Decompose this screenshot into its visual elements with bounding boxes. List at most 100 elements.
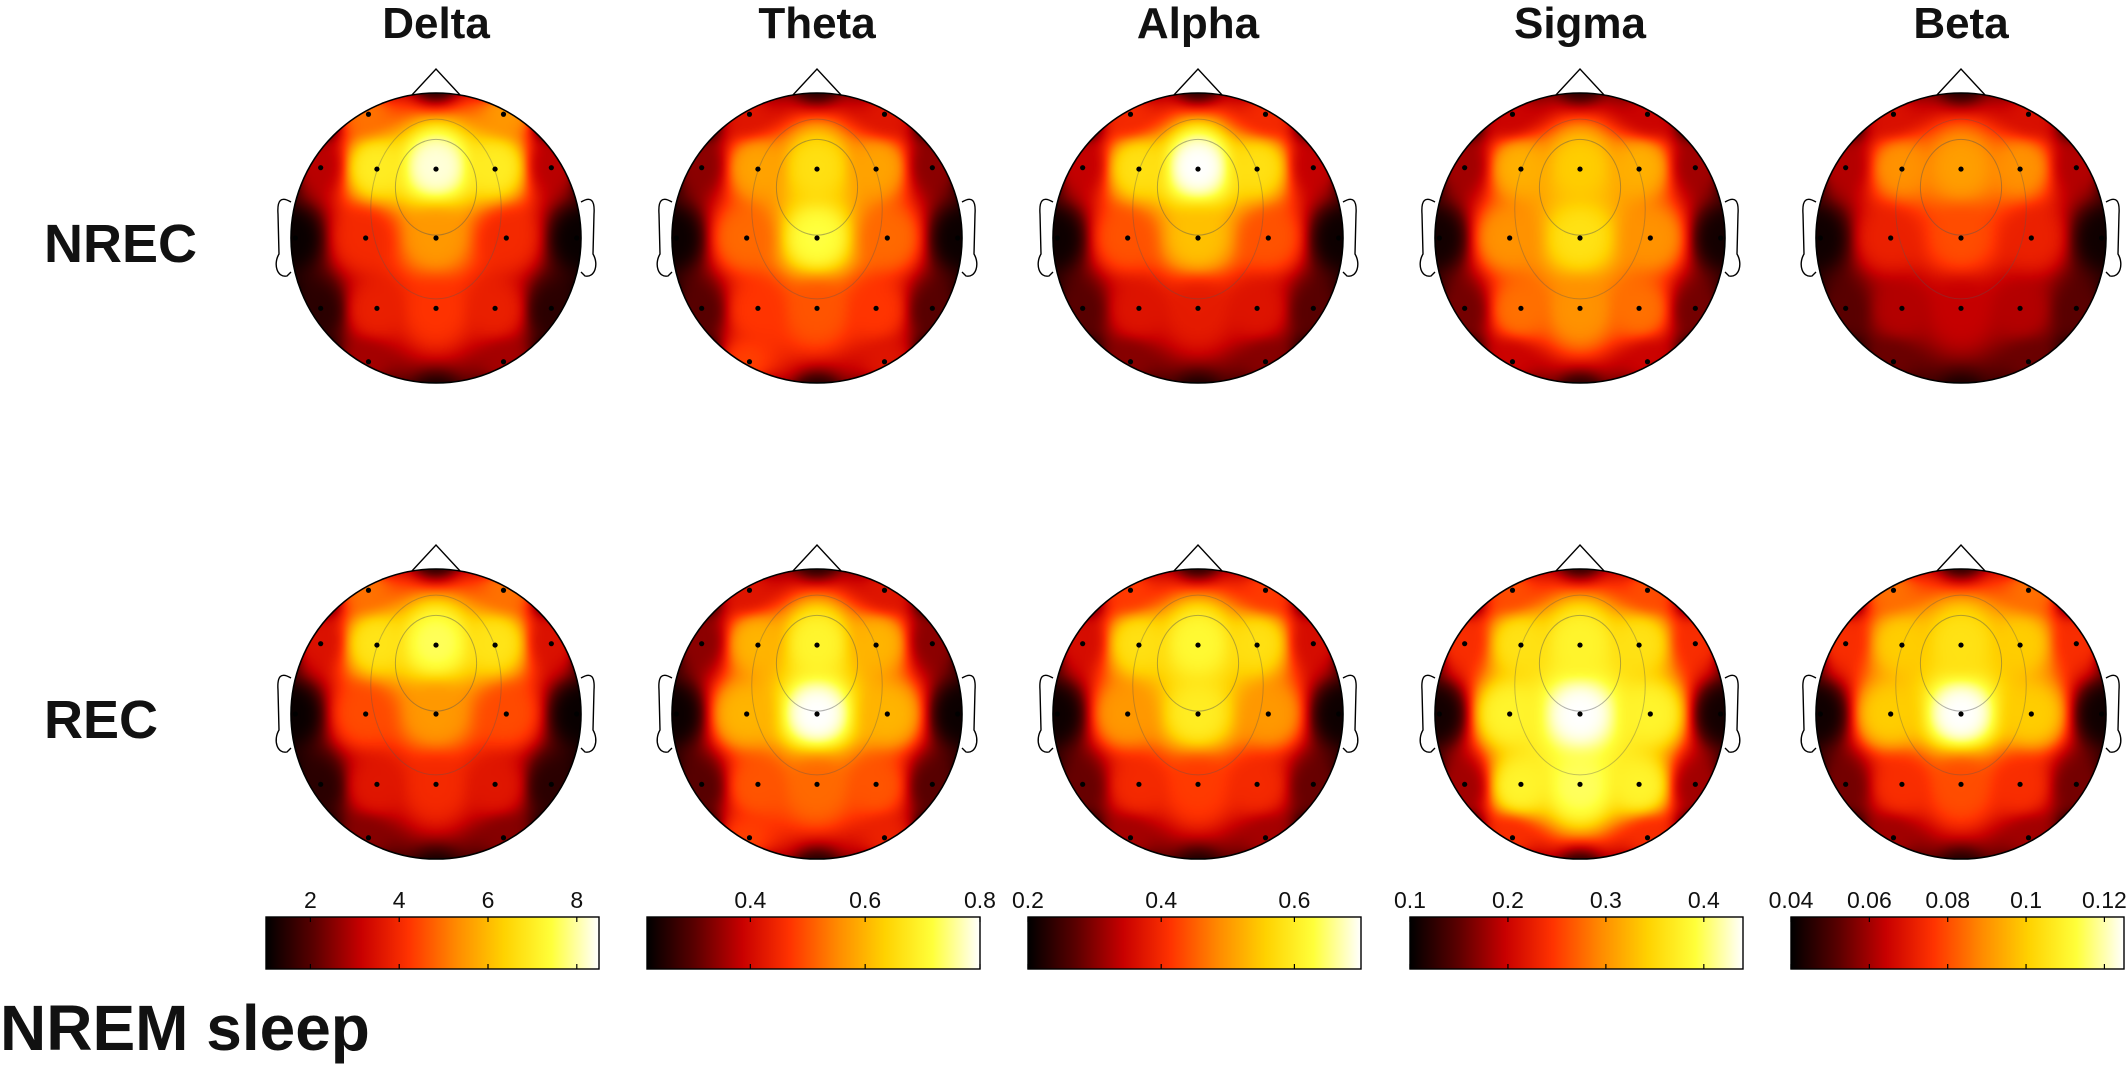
electrode-dot [744, 235, 750, 241]
electrode-dot [746, 111, 753, 117]
electrode-dot [1899, 166, 1905, 172]
column-title-delta: Delta [382, 0, 490, 48]
colorbar-tick-label: 4 [393, 887, 406, 913]
contour-line [394, 614, 478, 712]
electrode-dot [1644, 111, 1651, 117]
electrode-dot [929, 165, 935, 171]
contour-line [1919, 138, 2003, 236]
electrode-dot [1195, 781, 1201, 787]
electrode-dot [1958, 305, 1964, 311]
electrode-dot [1509, 111, 1516, 117]
electrode-dot [292, 711, 298, 717]
electrode-dot [1692, 165, 1698, 171]
colorbar-tick-label: 0.8 [964, 887, 996, 913]
electrode-dot [492, 305, 498, 311]
electrode-dot [1958, 642, 1964, 648]
electrode-dot [1195, 235, 1201, 241]
electrode-dot [363, 711, 369, 717]
colorbar-tick-label: 0.06 [1847, 887, 1892, 913]
electrode-dot [673, 235, 679, 241]
topo-map-nrec-theta [656, 67, 978, 384]
electrode-dot [374, 642, 380, 648]
electrode-dot [1890, 359, 1897, 365]
left-ear-outline [656, 674, 673, 753]
electrode-dot [1310, 305, 1316, 311]
electrode-dot [755, 781, 761, 787]
electrode-dot [1647, 711, 1653, 717]
colorbar-gradient [1790, 916, 2125, 970]
electrode-dot [374, 166, 380, 172]
right-ear-outline [580, 198, 597, 277]
electrode-dot [1518, 305, 1524, 311]
electrode-dot [929, 641, 935, 647]
right-ear-outline [2105, 198, 2122, 277]
column-titles: Delta Theta Alpha Sigma Beta [382, 0, 2009, 48]
electrode-dot [2025, 111, 2032, 117]
electrode-dot [2073, 165, 2079, 171]
electrode-dot [755, 166, 761, 172]
electrode-dot [1843, 165, 1849, 171]
contour-line [370, 594, 502, 776]
electrode-dot [873, 642, 879, 648]
electrode-dot [1254, 781, 1260, 787]
electrode-dot [1692, 641, 1698, 647]
electrode-dot [2073, 305, 2079, 311]
row-label-nrec: NREC [44, 214, 197, 274]
left-ear-outline [275, 674, 292, 753]
electrode-dot [1958, 711, 1964, 717]
electrode-dot [1262, 111, 1269, 117]
topo-map-nrec-sigma [1419, 67, 1741, 384]
electrode-dot [1265, 235, 1271, 241]
right-ear-outline [2105, 674, 2122, 753]
left-ear-outline [656, 198, 673, 277]
electrode-dot [548, 781, 554, 787]
electrode-dot [2099, 711, 2105, 717]
electrode-dot [1577, 166, 1583, 172]
electrode-dot [1644, 359, 1651, 365]
electrode-dot [433, 305, 439, 311]
electrode-dot [2025, 835, 2032, 841]
colorbar-tick-label: 0.12 [2082, 887, 2127, 913]
electrode-dot [365, 835, 372, 841]
electrode-dot [318, 781, 324, 787]
electrode-dot [2099, 235, 2105, 241]
electrode-dot [363, 235, 369, 241]
electrode-dot [503, 235, 509, 241]
nose-outline [1554, 543, 1606, 573]
electrode-dot [1577, 305, 1583, 311]
electrode-dot [548, 641, 554, 647]
electrode-dot [365, 111, 372, 117]
contour-line [370, 118, 502, 300]
electrode-dot [1509, 359, 1516, 365]
electrode-dot [1890, 835, 1897, 841]
electrode-dot [2017, 642, 2023, 648]
colorbar-tick-label: 0.6 [1278, 887, 1310, 913]
electrode-dot [1080, 305, 1086, 311]
electrode-dot [1136, 642, 1142, 648]
electrode-dot [1462, 641, 1468, 647]
electrode-dot [548, 305, 554, 311]
head-outline [290, 568, 582, 860]
electrode-dot [881, 835, 888, 841]
electrode-dot [1507, 235, 1513, 241]
nose-outline [1554, 67, 1606, 97]
colorbar-gradient [1409, 916, 1744, 970]
topo-map-nrec-alpha [1037, 67, 1359, 384]
left-ear-outline [275, 198, 292, 277]
electrode-dot [929, 781, 935, 787]
electrode-dot [1518, 166, 1524, 172]
electrode-dot [1254, 305, 1260, 311]
electrode-dot [2017, 305, 2023, 311]
contour-line [1514, 594, 1646, 776]
electrode-dot [433, 235, 439, 241]
electrode-dot [318, 641, 324, 647]
colorbar-tick-label: 0.2 [1012, 887, 1044, 913]
contour-line [751, 594, 883, 776]
contour-line [1538, 138, 1622, 236]
electrode-dot [1195, 305, 1201, 311]
electrode-dot [884, 235, 890, 241]
electrode-dot [744, 711, 750, 717]
electrode-dot [1127, 111, 1134, 117]
electrode-dot [1054, 235, 1060, 241]
electrode-dot [500, 111, 507, 117]
